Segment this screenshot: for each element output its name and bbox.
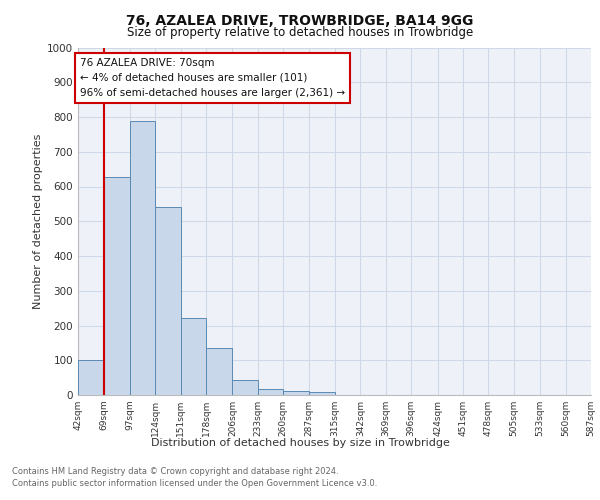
Bar [155, 208, 181, 395]
Bar [103, 177, 130, 395]
Bar [130, 121, 155, 395]
Bar [308, 392, 335, 395]
Bar [232, 380, 258, 395]
Text: 76 AZALEA DRIVE: 70sqm
← 4% of detached houses are smaller (101)
96% of semi-det: 76 AZALEA DRIVE: 70sqm ← 4% of detached … [80, 58, 345, 98]
Text: Size of property relative to detached houses in Trowbridge: Size of property relative to detached ho… [127, 26, 473, 39]
Bar [283, 391, 308, 395]
Y-axis label: Number of detached properties: Number of detached properties [33, 134, 43, 309]
Bar [181, 318, 206, 395]
Text: Contains public sector information licensed under the Open Government Licence v3: Contains public sector information licen… [12, 479, 377, 488]
Bar [258, 388, 283, 395]
Bar [206, 348, 232, 395]
Text: Distribution of detached houses by size in Trowbridge: Distribution of detached houses by size … [151, 438, 449, 448]
Text: Contains HM Land Registry data © Crown copyright and database right 2024.: Contains HM Land Registry data © Crown c… [12, 468, 338, 476]
Text: 76, AZALEA DRIVE, TROWBRIDGE, BA14 9GG: 76, AZALEA DRIVE, TROWBRIDGE, BA14 9GG [127, 14, 473, 28]
Bar [78, 360, 103, 395]
